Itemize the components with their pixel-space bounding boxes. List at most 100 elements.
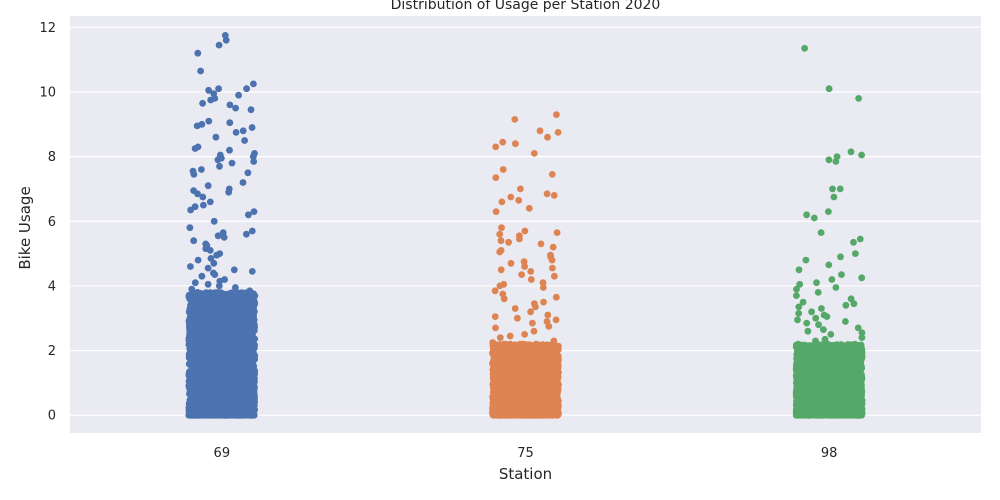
data-point <box>529 342 537 350</box>
data-point <box>216 291 224 299</box>
data-point <box>205 320 213 327</box>
data-point <box>231 403 239 411</box>
data-point <box>241 137 249 144</box>
data-point <box>554 386 562 394</box>
data-point <box>550 366 558 374</box>
data-point <box>219 299 227 306</box>
data-point <box>210 217 218 225</box>
data-point <box>248 227 256 235</box>
data-point <box>499 341 506 349</box>
data-point <box>212 387 220 394</box>
data-point <box>237 375 245 382</box>
data-point <box>229 323 237 331</box>
data-point <box>250 373 257 381</box>
data-point <box>525 364 532 372</box>
data-point <box>548 374 556 382</box>
data-point <box>194 190 201 198</box>
data-point <box>506 400 514 408</box>
data-point <box>496 375 504 382</box>
data-point <box>191 309 199 316</box>
data-point <box>241 301 249 309</box>
data-point <box>220 411 228 419</box>
data-point <box>224 347 232 355</box>
data-point <box>540 376 548 384</box>
data-point <box>198 166 205 173</box>
data-point <box>214 156 222 164</box>
data-point <box>552 398 559 405</box>
data-point <box>250 80 257 88</box>
data-point <box>188 285 196 293</box>
data-point <box>209 345 216 353</box>
data-point <box>186 305 194 312</box>
data-point <box>496 403 504 411</box>
data-point <box>192 325 200 332</box>
data-point <box>248 340 256 347</box>
data-point <box>205 117 213 125</box>
data-point <box>228 159 236 167</box>
data-point <box>218 387 226 395</box>
data-point <box>198 272 206 280</box>
data-point <box>194 256 202 264</box>
data-point <box>192 352 200 360</box>
data-point <box>232 129 240 136</box>
data-point <box>193 336 201 344</box>
data-point <box>211 271 219 278</box>
data-point <box>207 312 215 320</box>
data-point <box>539 344 547 352</box>
data-point <box>544 391 551 399</box>
data-point <box>225 188 233 196</box>
data-point <box>233 368 241 376</box>
data-point <box>246 301 254 309</box>
data-point <box>190 403 198 411</box>
data-point <box>237 411 245 419</box>
data-point <box>548 347 556 355</box>
data-point <box>187 377 195 385</box>
data-point <box>242 349 250 357</box>
data-point <box>493 350 501 358</box>
data-point <box>193 122 201 130</box>
data-point <box>231 382 239 390</box>
data-point <box>191 279 199 287</box>
data-point <box>247 106 255 114</box>
data-point <box>242 314 249 321</box>
data-point <box>210 289 218 297</box>
data-point <box>215 41 223 49</box>
data-point <box>214 305 222 313</box>
data-point <box>236 312 244 320</box>
data-point <box>186 345 194 353</box>
data-point <box>534 388 542 396</box>
data-point <box>207 255 215 262</box>
data-point <box>234 389 241 396</box>
data-point <box>243 295 251 302</box>
data-point <box>244 169 252 177</box>
data-point <box>236 290 244 297</box>
data-point <box>238 362 245 370</box>
data-point <box>219 400 227 408</box>
data-point <box>212 133 220 141</box>
data-point <box>205 86 213 94</box>
data-point <box>249 295 257 303</box>
data-points <box>185 32 866 419</box>
data-point <box>213 251 221 259</box>
data-point <box>249 153 257 161</box>
data-point <box>498 394 506 402</box>
data-point <box>244 397 252 405</box>
data-point <box>202 382 210 390</box>
data-point <box>251 355 259 363</box>
data-point <box>202 392 210 400</box>
data-point <box>217 362 225 369</box>
data-point <box>207 96 215 104</box>
data-point <box>194 49 202 57</box>
data-point <box>249 322 257 330</box>
data-point <box>215 312 223 320</box>
data-point <box>190 370 198 378</box>
data-point <box>209 327 217 335</box>
data-point <box>506 377 513 384</box>
data-point <box>250 411 258 419</box>
data-point <box>202 305 210 313</box>
data-point <box>249 387 257 395</box>
data-point <box>194 314 202 321</box>
data-point <box>199 368 207 376</box>
data-point <box>241 391 249 399</box>
data-point <box>244 363 251 371</box>
